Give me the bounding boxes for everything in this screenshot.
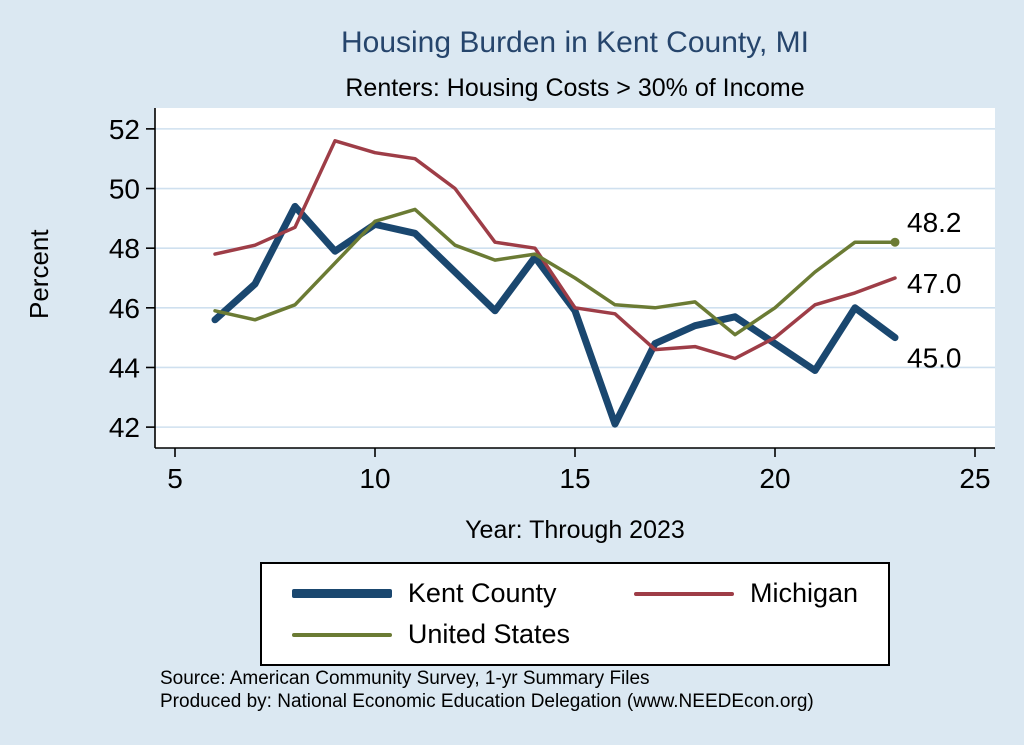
chart-subtitle: Renters: Housing Costs > 30% of Income bbox=[345, 74, 805, 102]
legend: Kent County Michigan United States bbox=[155, 562, 995, 666]
svg-text:44: 44 bbox=[109, 352, 140, 383]
legend-item-united-states: United States bbox=[291, 619, 571, 650]
y-axis-label: Percent bbox=[24, 229, 54, 319]
svg-text:20: 20 bbox=[759, 463, 790, 494]
svg-text:47.0: 47.0 bbox=[907, 268, 962, 299]
svg-text:42: 42 bbox=[109, 412, 140, 443]
chart-title: Housing Burden in Kent County, MI bbox=[340, 26, 810, 59]
legend-item-kent-county: Kent County bbox=[291, 578, 570, 609]
produced-by-line: Produced by: National Economic Education… bbox=[160, 690, 814, 712]
svg-text:10: 10 bbox=[359, 463, 390, 494]
legend-label: United States bbox=[407, 619, 571, 649]
line-chart: 42 44 46 48 50 52 5 10 15 20 25 45.0 47.0 48.2 bbox=[109, 108, 995, 494]
legend-swatch-united-states bbox=[291, 632, 392, 637]
svg-text:46: 46 bbox=[109, 293, 140, 324]
svg-text:5: 5 bbox=[167, 463, 183, 494]
source-line: Source: American Community Survey, 1-yr … bbox=[160, 668, 650, 689]
svg-text:15: 15 bbox=[559, 463, 590, 494]
svg-text:25: 25 bbox=[959, 463, 990, 494]
legend-box: Kent County Michigan United States bbox=[259, 562, 891, 666]
svg-text:52: 52 bbox=[109, 114, 140, 145]
legend-swatch-michigan bbox=[634, 591, 735, 596]
legend-label: Michigan bbox=[750, 578, 859, 608]
source-note: Source: American Community Survey, 1-yr … bbox=[160, 668, 814, 714]
legend-item-michigan: Michigan bbox=[634, 578, 858, 609]
svg-text:50: 50 bbox=[109, 174, 140, 205]
svg-text:45.0: 45.0 bbox=[907, 343, 962, 374]
legend-swatch-kent-county bbox=[291, 589, 392, 598]
svg-text:48.2: 48.2 bbox=[907, 207, 962, 238]
x-axis-label: Year: Through 2023 bbox=[465, 516, 685, 544]
svg-text:48: 48 bbox=[109, 233, 140, 264]
legend-label: Kent County bbox=[407, 578, 557, 608]
